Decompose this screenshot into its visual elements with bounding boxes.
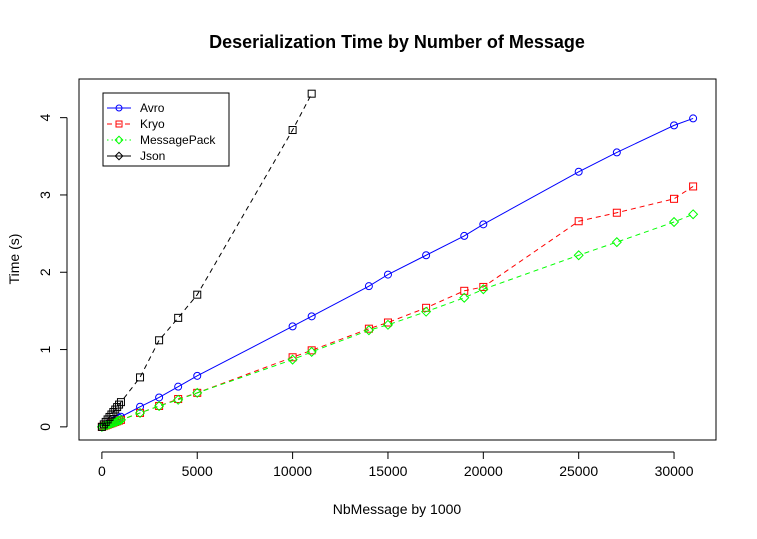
x-tick-label: 25000 <box>559 463 598 479</box>
series-messagepack <box>96 209 699 432</box>
data-point-avro <box>612 148 621 157</box>
legend-label: Avro <box>140 101 165 115</box>
data-point-messagepack <box>134 407 146 419</box>
legend-label: Kryo <box>140 117 165 131</box>
legend-box <box>102 92 230 167</box>
data-point-avro <box>174 382 183 391</box>
data-point-messagepack <box>421 306 432 317</box>
plot-frame <box>78 78 717 441</box>
data-point-kryo <box>383 318 392 327</box>
legend-marker <box>114 151 124 161</box>
data-point-messagepack <box>668 216 680 228</box>
data-point-avro <box>193 371 202 380</box>
legend-marker <box>115 120 123 128</box>
data-point-avro <box>460 231 469 240</box>
data-point-json <box>288 126 297 135</box>
data-point-messagepack <box>459 292 470 303</box>
x-tick-label: 30000 <box>655 463 694 479</box>
chart-title: Deserialization Time by Number of Messag… <box>209 32 585 52</box>
x-axis-label: NbMessage by 1000 <box>333 501 462 517</box>
data-point-avro <box>422 251 431 260</box>
data-point-kryo <box>612 208 621 217</box>
data-point-json <box>155 336 164 345</box>
y-tick-label: 0 <box>37 423 53 431</box>
x-tick-label: 10000 <box>273 463 312 479</box>
x-tick-label: 15000 <box>368 463 407 479</box>
x-tick-label: 5000 <box>182 463 213 479</box>
data-point-avro <box>288 322 297 331</box>
data-point-messagepack <box>115 414 127 425</box>
legend-marker <box>115 104 123 112</box>
data-point-messagepack <box>611 237 622 248</box>
data-point-messagepack <box>478 284 489 295</box>
data-point-messagepack <box>382 319 394 330</box>
legend-marker <box>114 135 124 145</box>
data-point-kryo <box>689 182 698 191</box>
data-point-messagepack <box>688 209 699 220</box>
series-layer <box>96 89 699 432</box>
data-point-messagepack <box>173 394 184 405</box>
data-point-kryo <box>288 353 297 362</box>
data-point-kryo <box>574 217 583 226</box>
data-point-messagepack <box>573 250 584 261</box>
data-point-messagepack <box>154 400 165 412</box>
y-axis-label: Time (s) <box>6 234 22 285</box>
data-point-json <box>307 89 316 98</box>
x-tick-label: 0 <box>98 463 106 479</box>
data-point-json <box>116 398 125 407</box>
data-point-messagepack <box>306 346 317 357</box>
data-point-avro <box>383 270 392 279</box>
data-point-kryo <box>193 388 202 397</box>
y-tick-label: 2 <box>37 268 53 276</box>
data-point-avro <box>479 220 488 229</box>
data-point-kryo <box>479 282 488 291</box>
x-tick-label: 20000 <box>464 463 503 479</box>
legend-entry-avro: Avro <box>107 101 165 115</box>
y-tick-label: 3 <box>37 191 53 199</box>
legend-entry-json: Json <box>107 149 165 163</box>
series-line-kryo <box>101 186 694 428</box>
data-point-json <box>136 373 145 382</box>
series-kryo <box>97 182 698 431</box>
data-point-avro <box>574 167 583 176</box>
y-tick-label: 4 <box>37 114 53 122</box>
data-point-kryo <box>460 286 469 295</box>
legend-label: Json <box>140 149 165 163</box>
data-point-messagepack <box>113 415 125 426</box>
data-point-messagepack <box>287 354 298 365</box>
series-json <box>97 89 316 431</box>
data-point-kryo <box>670 194 679 203</box>
data-point-messagepack <box>112 416 123 427</box>
legend-entry-kryo: Kryo <box>107 117 165 131</box>
data-point-avro <box>670 121 679 130</box>
legend-label: MessagePack <box>140 133 216 147</box>
data-point-messagepack <box>363 325 374 336</box>
legend-entry-messagepack: MessagePack <box>107 133 216 147</box>
data-point-kryo <box>136 408 145 417</box>
data-point-json <box>193 290 202 299</box>
data-point-json <box>115 400 124 409</box>
data-point-avro <box>307 312 316 321</box>
data-point-avro <box>364 282 373 291</box>
data-point-avro <box>136 402 145 411</box>
data-point-messagepack <box>108 417 119 428</box>
data-point-messagepack <box>106 418 117 429</box>
data-point-messagepack <box>192 387 203 398</box>
data-point-avro <box>689 114 698 123</box>
data-point-kryo <box>155 401 164 410</box>
y-tick-label: 1 <box>37 345 53 353</box>
y-axis: 0 1 2 3 4 <box>37 114 68 431</box>
series-line-messagepack <box>101 213 694 428</box>
legend: Avro Kryo MessagePack Json <box>102 92 230 167</box>
data-point-json <box>174 313 183 322</box>
x-axis: 0 5000 10000 15000 20000 25000 30000 <box>98 451 694 479</box>
